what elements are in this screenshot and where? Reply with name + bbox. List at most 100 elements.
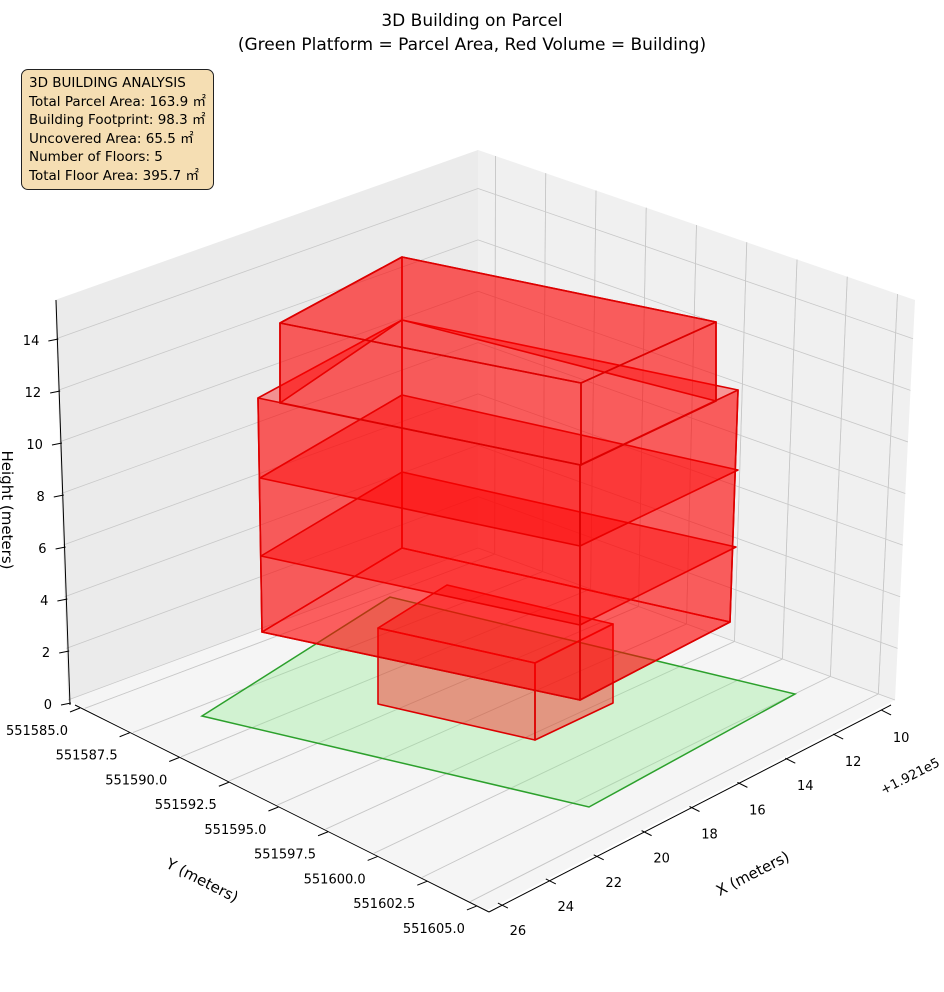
building-floor-slab bbox=[259, 394, 739, 547]
grid-line bbox=[277, 623, 687, 806]
grid-line bbox=[829, 276, 848, 677]
y-tick bbox=[119, 732, 130, 738]
grid-line bbox=[62, 393, 479, 546]
x-tick-label: 20 bbox=[653, 852, 670, 867]
x-tick bbox=[641, 830, 652, 837]
x-tick-label: 22 bbox=[605, 876, 622, 891]
grid-line bbox=[64, 444, 479, 598]
y-tick bbox=[466, 905, 478, 911]
x-tick bbox=[497, 902, 509, 909]
building-base-small bbox=[534, 623, 614, 741]
y-tick-label: 551595.0 bbox=[204, 823, 266, 838]
x-tick bbox=[880, 709, 892, 716]
y-tick bbox=[417, 880, 428, 886]
info-line: Number of Floors: 5 bbox=[29, 149, 163, 165]
z-axis-line bbox=[55, 299, 71, 706]
x-tick-label: 18 bbox=[701, 828, 718, 843]
x-tick bbox=[737, 781, 748, 788]
grid-line bbox=[59, 290, 479, 443]
grid-lines bbox=[56, 155, 914, 902]
grid-line bbox=[180, 588, 591, 758]
y-tick-label: 551605.0 bbox=[403, 922, 465, 937]
y-tick-label: 551597.5 bbox=[254, 848, 316, 863]
z-tick bbox=[53, 494, 64, 498]
y-tick-label: 551602.5 bbox=[353, 897, 415, 912]
info-line: Uncovered Area: 65.5 ㎡ bbox=[29, 130, 194, 147]
x-tick-label: 16 bbox=[749, 803, 766, 818]
z-tick-label: 8 bbox=[36, 490, 44, 505]
x-tick bbox=[545, 878, 557, 885]
x-tick-label: 10 bbox=[893, 731, 910, 746]
grid-line bbox=[734, 242, 748, 642]
y-tick-label: 551587.5 bbox=[56, 749, 118, 764]
info-line: Total Floor Area: 395.7 ㎡ bbox=[29, 167, 200, 184]
y-tick bbox=[169, 757, 180, 762]
y-tick bbox=[268, 806, 279, 812]
x-tick-label: 12 bbox=[845, 755, 862, 770]
x-tick-label: 26 bbox=[510, 924, 527, 939]
z-tick-label: 12 bbox=[25, 386, 42, 401]
x-axis-offset: +1.921e5 bbox=[878, 756, 942, 799]
x-tick bbox=[832, 733, 844, 740]
z-tick-label: 4 bbox=[40, 594, 48, 609]
z-tick bbox=[50, 390, 61, 394]
chart-title-line1: 3D Building on Parcel bbox=[381, 11, 562, 31]
grid-line bbox=[470, 693, 879, 902]
grid-line bbox=[84, 553, 495, 709]
grid-line bbox=[373, 658, 783, 854]
grid-line bbox=[325, 641, 735, 830]
grid-line bbox=[686, 224, 697, 625]
y-tick bbox=[317, 831, 329, 837]
info-line: Building Footprint: 98.3 ㎡ bbox=[29, 112, 206, 128]
grid-line bbox=[638, 207, 647, 607]
left-pane bbox=[55, 150, 478, 700]
y-axis-label: Y (meters) bbox=[162, 854, 241, 906]
info-line: Total Parcel Area: 163.9 ㎡ bbox=[29, 93, 206, 110]
z-tick bbox=[51, 442, 63, 446]
y-tick bbox=[367, 856, 378, 861]
building-top-floor-roof bbox=[279, 256, 717, 384]
grid-line bbox=[56, 188, 479, 340]
grid-line bbox=[66, 496, 479, 649]
grid-line bbox=[782, 259, 798, 659]
x-tick bbox=[785, 757, 796, 764]
parcel-polygon bbox=[200, 596, 798, 808]
z-tick-label: 14 bbox=[23, 334, 40, 349]
grid-line bbox=[494, 155, 496, 555]
y-axis-line bbox=[74, 704, 490, 913]
floor-pane bbox=[68, 548, 895, 910]
z-tick bbox=[59, 650, 70, 654]
grid-line bbox=[542, 173, 547, 572]
grid-line bbox=[67, 547, 479, 701]
x-axis-line bbox=[488, 704, 892, 913]
z-tick-label: 2 bbox=[42, 646, 50, 661]
y-tick bbox=[218, 781, 230, 787]
grid-line bbox=[57, 239, 479, 391]
grid-line bbox=[877, 293, 898, 694]
grid-line bbox=[132, 571, 543, 733]
x-tick-label: 24 bbox=[558, 900, 575, 915]
y-tick bbox=[69, 707, 81, 713]
z-tick-label: 10 bbox=[26, 438, 43, 453]
z-tick bbox=[60, 702, 72, 706]
y-tick-label: 551585.0 bbox=[6, 724, 68, 739]
y-tick-label: 551590.0 bbox=[105, 773, 167, 788]
info-box: 3D BUILDING ANALYSIS Total Parcel Area: … bbox=[21, 69, 214, 190]
x-tick bbox=[689, 806, 700, 812]
chart-marks bbox=[200, 256, 798, 808]
z-tick bbox=[57, 598, 68, 602]
chart-title-line2: (Green Platform = Parcel Area, Red Volum… bbox=[238, 35, 706, 55]
z-tick-label: 0 bbox=[44, 698, 52, 713]
z-tick-label: 6 bbox=[38, 542, 46, 557]
x-axis-label: X (meters) bbox=[713, 847, 792, 899]
z-axis-label: Height (meters) bbox=[0, 451, 16, 570]
x-tick bbox=[593, 854, 604, 861]
grid-line bbox=[421, 676, 831, 878]
x-tick-label: 14 bbox=[797, 779, 814, 794]
z-tick bbox=[48, 338, 59, 342]
y-tick-label: 551592.5 bbox=[155, 798, 217, 813]
y-tick-label: 551600.0 bbox=[304, 872, 366, 887]
info-title: 3D BUILDING ANALYSIS bbox=[29, 75, 186, 91]
